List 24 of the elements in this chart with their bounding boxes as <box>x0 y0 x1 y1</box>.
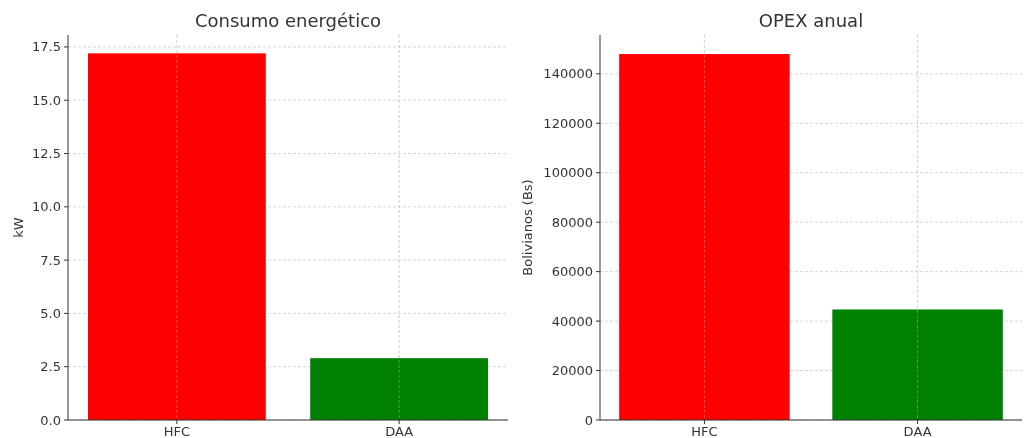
y-tick-label: 140000 <box>543 66 593 82</box>
y-tick-label: 80000 <box>551 214 593 230</box>
chart-title: Consumo energético <box>194 10 382 31</box>
y-tick-label: 7.5 <box>40 252 61 268</box>
y-tick-label: 120000 <box>543 115 593 131</box>
x-tick-label: DAA <box>385 424 414 438</box>
x-tick-label: DAA <box>903 424 932 438</box>
y-tick-label: 0.0 <box>40 412 61 428</box>
y-axis-title: Bolivianos (Bs) <box>520 179 535 276</box>
y-tick-label: 100000 <box>543 165 593 181</box>
x-tick-label: HFC <box>691 424 718 438</box>
y-axis-title: kW <box>11 217 26 238</box>
y-tick-label: 2.5 <box>40 359 61 375</box>
y-tick-label: 10.0 <box>32 199 61 215</box>
y-tick-label: 5.0 <box>40 305 61 321</box>
chart-title: OPEX anual <box>758 10 864 31</box>
y-tick-label: 17.5 <box>32 39 61 55</box>
x-tick-label: HFC <box>163 424 191 438</box>
y-tick-label: 20000 <box>551 363 593 379</box>
y-tick-label: 12.5 <box>32 146 61 162</box>
y-tick-label: 0 <box>584 412 593 428</box>
y-tick-label: 15.0 <box>32 92 61 108</box>
y-tick-label: 40000 <box>551 313 593 329</box>
y-tick-label: 60000 <box>551 264 593 280</box>
